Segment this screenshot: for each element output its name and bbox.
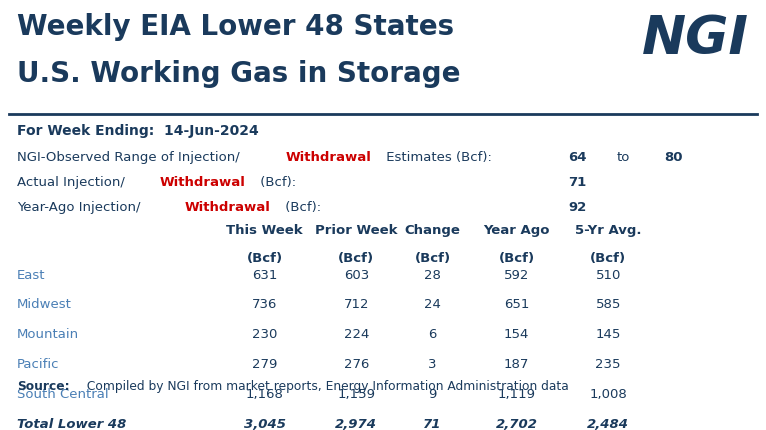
Text: 3,045: 3,045 — [244, 418, 286, 430]
Text: For Week Ending:  14-Jun-2024: For Week Ending: 14-Jun-2024 — [17, 125, 258, 138]
Text: (Bcf): (Bcf) — [247, 252, 283, 264]
Text: 187: 187 — [504, 358, 529, 371]
Text: 592: 592 — [504, 269, 529, 282]
Text: (Bcf): (Bcf) — [590, 252, 627, 264]
Text: (Bcf):: (Bcf): — [281, 201, 322, 214]
Text: Compiled by NGI from market reports, Energy Information Administration data: Compiled by NGI from market reports, Ene… — [83, 380, 569, 393]
Text: 1,168: 1,168 — [246, 388, 283, 401]
Text: Withdrawal: Withdrawal — [185, 201, 270, 214]
Text: 279: 279 — [252, 358, 277, 371]
Text: NGI: NGI — [643, 13, 749, 65]
Text: Midwest: Midwest — [17, 298, 71, 311]
Text: South Central: South Central — [17, 388, 108, 401]
Text: U.S. Working Gas in Storage: U.S. Working Gas in Storage — [17, 60, 460, 88]
Text: Weekly EIA Lower 48 States: Weekly EIA Lower 48 States — [17, 13, 453, 42]
Text: 24: 24 — [424, 298, 441, 311]
Text: 5-Yr Avg.: 5-Yr Avg. — [575, 224, 641, 237]
Text: 9: 9 — [428, 388, 437, 401]
Text: 2,974: 2,974 — [336, 418, 378, 430]
Text: Withdrawal: Withdrawal — [285, 151, 372, 164]
Text: Estimates (Bcf):: Estimates (Bcf): — [382, 151, 492, 164]
Text: 1,119: 1,119 — [498, 388, 535, 401]
Text: Year-Ago Injection/: Year-Ago Injection/ — [17, 201, 140, 214]
Text: 3: 3 — [428, 358, 437, 371]
Text: 230: 230 — [252, 329, 277, 341]
Text: East: East — [17, 269, 45, 282]
Text: 1,008: 1,008 — [589, 388, 627, 401]
Text: 651: 651 — [504, 298, 529, 311]
Text: 224: 224 — [344, 329, 369, 341]
Text: 510: 510 — [595, 269, 620, 282]
Text: 736: 736 — [252, 298, 277, 311]
Text: 631: 631 — [252, 269, 277, 282]
Text: 80: 80 — [664, 151, 683, 164]
Text: 71: 71 — [568, 176, 587, 189]
Text: 28: 28 — [424, 269, 441, 282]
Text: 585: 585 — [595, 298, 620, 311]
Text: 6: 6 — [428, 329, 437, 341]
Text: Prior Week: Prior Week — [315, 224, 398, 237]
Text: 145: 145 — [595, 329, 620, 341]
Text: 2,484: 2,484 — [588, 418, 629, 430]
Text: (Bcf): (Bcf) — [414, 252, 450, 264]
Text: 71: 71 — [424, 418, 442, 430]
Text: Change: Change — [404, 224, 460, 237]
Text: Year Ago: Year Ago — [483, 224, 550, 237]
Text: 92: 92 — [568, 201, 587, 214]
Text: Total Lower 48: Total Lower 48 — [17, 418, 126, 430]
Text: Actual Injection/: Actual Injection/ — [17, 176, 125, 189]
Text: 712: 712 — [343, 298, 369, 311]
Text: (Bcf): (Bcf) — [499, 252, 535, 264]
Text: 64: 64 — [568, 151, 587, 164]
Text: 603: 603 — [344, 269, 369, 282]
Text: Mountain: Mountain — [17, 329, 79, 341]
Text: 235: 235 — [595, 358, 621, 371]
Text: This Week: This Week — [227, 224, 303, 237]
Text: to: to — [617, 151, 630, 164]
Text: NGI-Observed Range of Injection/: NGI-Observed Range of Injection/ — [17, 151, 240, 164]
Text: Pacific: Pacific — [17, 358, 59, 371]
Text: 1,159: 1,159 — [337, 388, 375, 401]
Text: 276: 276 — [344, 358, 369, 371]
Text: (Bcf): (Bcf) — [339, 252, 375, 264]
Text: 154: 154 — [504, 329, 529, 341]
Text: (Bcf):: (Bcf): — [257, 176, 296, 189]
Text: Source:: Source: — [17, 380, 69, 393]
Text: Withdrawal: Withdrawal — [159, 176, 245, 189]
Text: 2,702: 2,702 — [496, 418, 538, 430]
